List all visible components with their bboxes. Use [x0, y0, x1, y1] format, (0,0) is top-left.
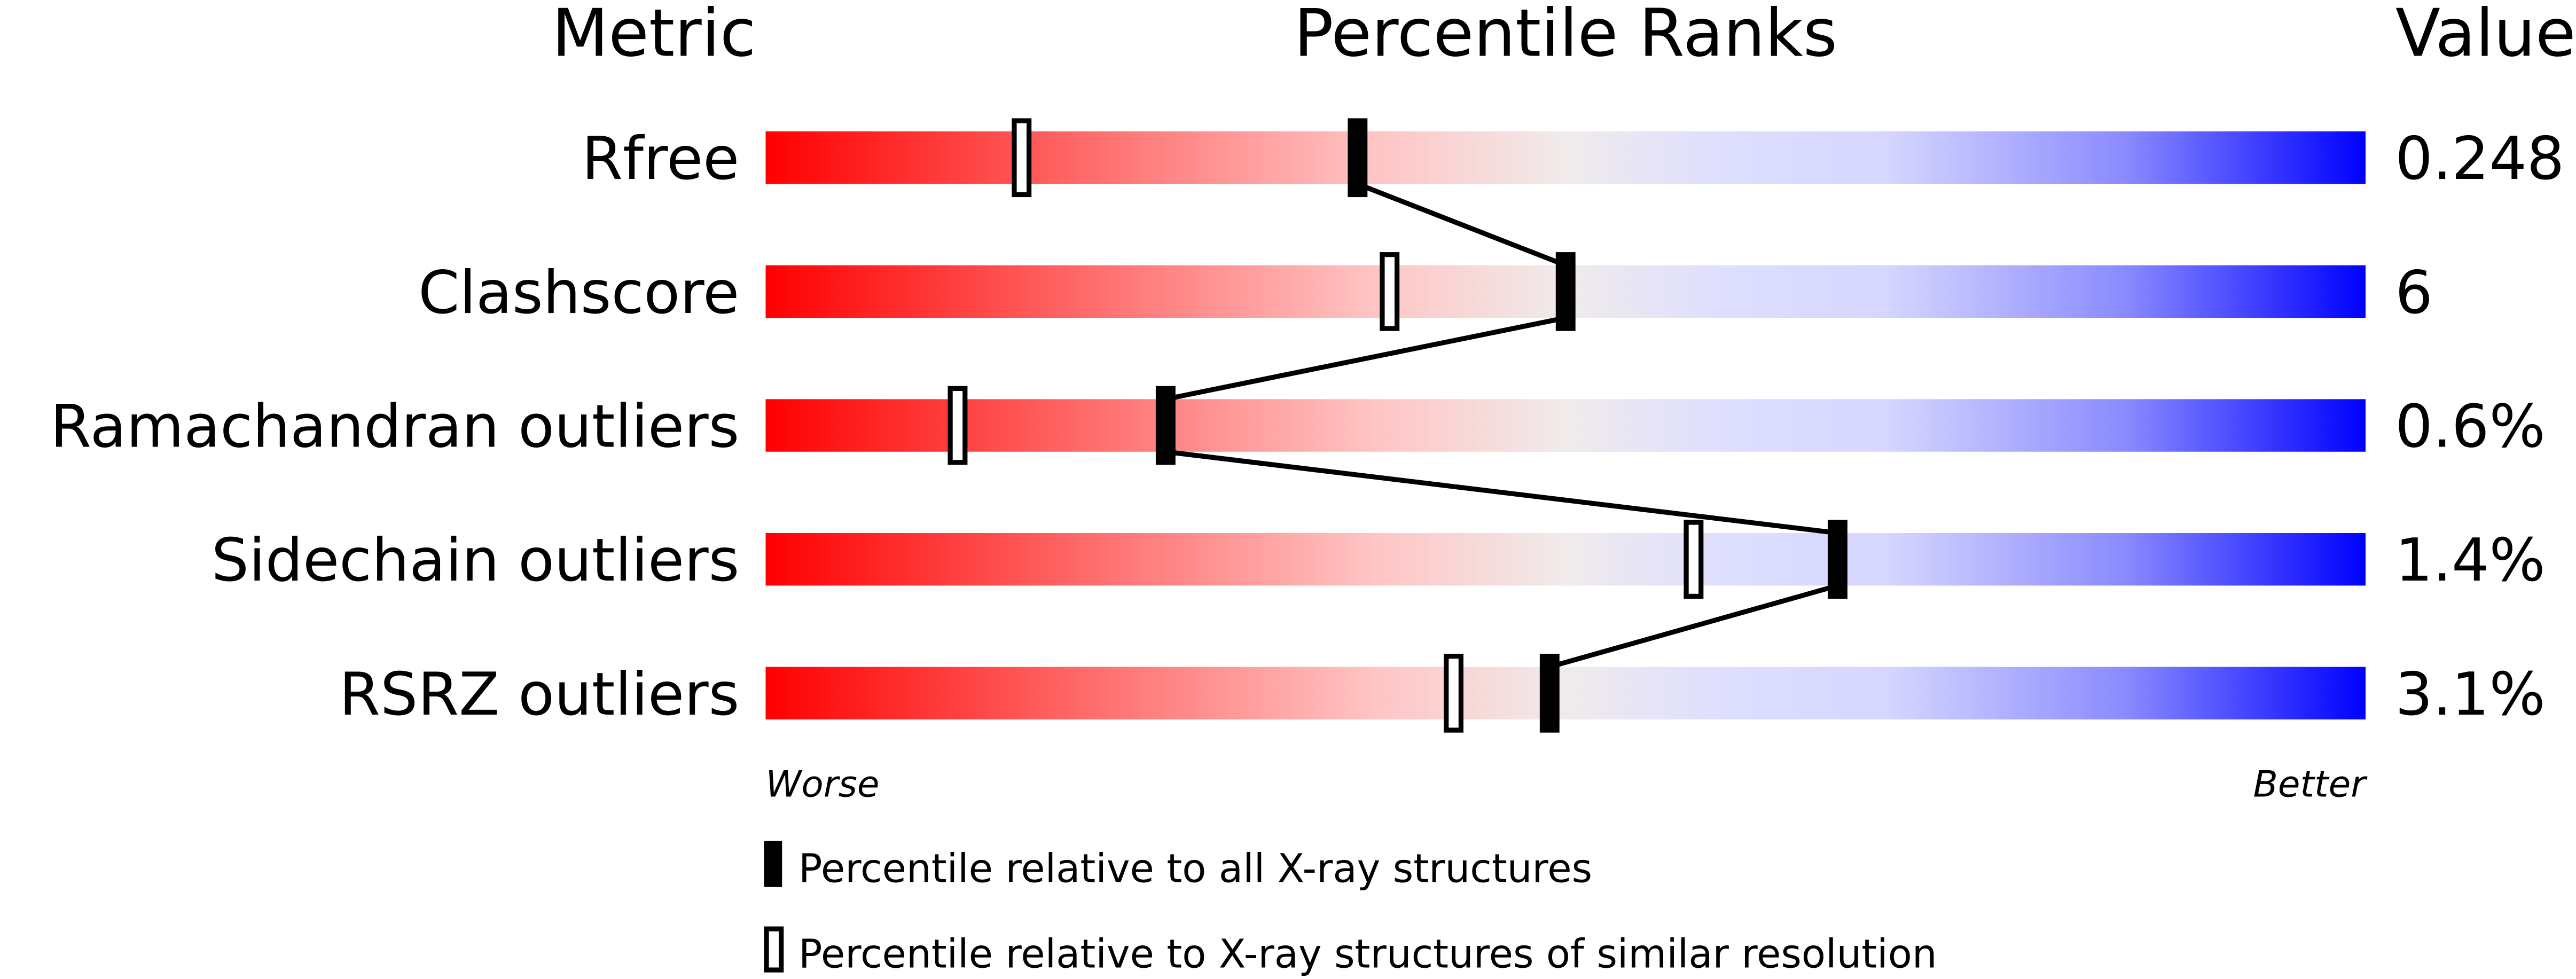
axis-label-worse: Worse — [765, 763, 879, 805]
metric-value: 1.4% — [2395, 526, 2545, 595]
metric-label: Clashscore — [418, 259, 739, 327]
slider-bar — [765, 533, 2366, 586]
metric-label: Rfree — [582, 124, 739, 193]
connector-line — [1549, 583, 1838, 670]
metric-value: 3.1% — [2395, 660, 2545, 729]
slider-bar — [765, 667, 2366, 720]
header-value: Value — [2395, 0, 2576, 72]
marker-all — [1555, 252, 1576, 331]
marker-all — [1155, 386, 1176, 465]
slider-bar — [765, 131, 2366, 184]
connector-line — [1357, 182, 1567, 268]
marker-similar — [948, 386, 968, 465]
legend-label-all: Percentile relative to all X-ray structu… — [798, 846, 1592, 892]
slider-bar — [765, 399, 2366, 452]
metric-value: 6 — [2395, 259, 2432, 327]
axis-label-better: Better — [2253, 763, 2368, 805]
connector-line — [1165, 449, 1838, 536]
metric-value: 0.6% — [2395, 393, 2545, 461]
marker-similar — [1684, 520, 1704, 599]
marker-similar — [1444, 654, 1464, 733]
legend-label-similar: Percentile relative to X-ray structures … — [798, 931, 1937, 977]
header-metric: Metric — [552, 0, 756, 72]
marker-similar — [1012, 118, 1032, 198]
connector-line — [1165, 315, 1567, 402]
marker-similar — [1380, 252, 1400, 331]
metric-value: 0.248 — [2395, 124, 2564, 193]
header-percentile: Percentile Ranks — [1294, 0, 1837, 72]
marker-all — [1348, 118, 1368, 198]
legend-marker-filled — [764, 841, 782, 887]
metric-label: Ramachandran outliers — [50, 393, 739, 461]
marker-all — [1828, 520, 1847, 599]
marker-all — [1539, 654, 1560, 733]
metric-label: Sidechain outliers — [212, 526, 740, 595]
legend-marker-open — [764, 926, 784, 973]
metric-label: RSRZ outliers — [339, 660, 739, 729]
